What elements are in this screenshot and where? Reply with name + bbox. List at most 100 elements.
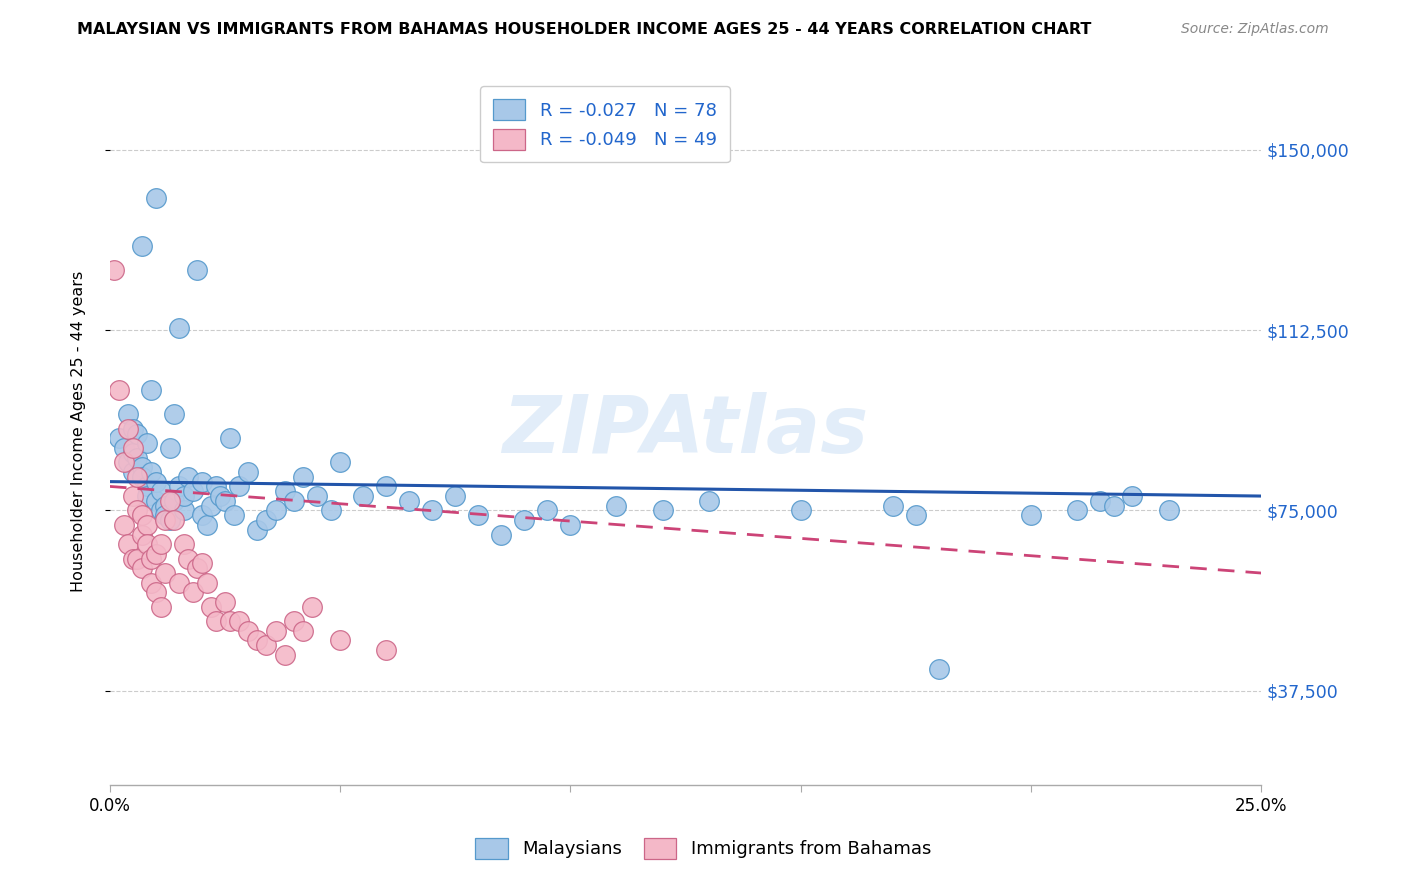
Point (131, 527, 153, 541)
Point (135, 517, 157, 532)
Point (420, 503, 443, 517)
Point (145, 585, 167, 599)
Point (122, 489, 145, 503)
Point (191, 557, 214, 571)
Point (135, 537, 157, 551)
Point (195, 517, 218, 532)
Point (697, 494, 720, 508)
Point (329, 455, 352, 469)
Y-axis label: Householder Income Ages 25 - 44 years: Householder Income Ages 25 - 44 years (72, 270, 86, 591)
Point (117, 537, 139, 551)
Point (108, 431, 131, 445)
Point (200, 599, 222, 614)
Point (167, 575, 190, 590)
Point (254, 638, 277, 652)
Point (904, 508, 927, 523)
Point (191, 508, 214, 523)
Point (149, 503, 172, 517)
Point (149, 537, 172, 551)
Point (177, 551, 200, 566)
Point (173, 537, 195, 551)
Point (122, 441, 145, 455)
Text: ZIPAtlas: ZIPAtlas (502, 392, 869, 470)
Point (153, 508, 176, 523)
Point (163, 407, 186, 421)
Point (159, 494, 181, 508)
Point (167, 479, 190, 493)
Point (292, 470, 315, 484)
Point (131, 460, 153, 475)
Point (1019, 508, 1042, 523)
Point (307, 489, 329, 503)
Point (117, 422, 139, 436)
Point (131, 470, 153, 484)
Point (200, 499, 222, 513)
Point (560, 517, 582, 532)
Point (149, 484, 172, 499)
Point (1088, 494, 1111, 508)
Point (112, 441, 135, 455)
Point (122, 422, 145, 436)
Point (264, 624, 287, 638)
Point (145, 494, 167, 508)
Point (329, 633, 352, 648)
Point (131, 239, 153, 253)
Point (236, 465, 259, 479)
Point (186, 263, 208, 277)
Point (141, 575, 163, 590)
Point (145, 475, 167, 489)
Point (149, 599, 172, 614)
Point (1066, 503, 1088, 517)
Point (122, 465, 145, 479)
Point (141, 465, 163, 479)
Point (218, 614, 240, 628)
Point (283, 614, 305, 628)
Point (264, 503, 287, 517)
Point (127, 450, 149, 465)
Point (135, 479, 157, 493)
Point (214, 494, 236, 508)
Point (141, 551, 163, 566)
Point (789, 503, 811, 517)
Point (444, 489, 467, 503)
Point (301, 599, 323, 614)
Point (491, 527, 513, 541)
Point (195, 575, 218, 590)
Legend: Malaysians, Immigrants from Bahamas: Malaysians, Immigrants from Bahamas (464, 827, 942, 870)
Point (1159, 503, 1181, 517)
Point (375, 643, 398, 657)
Point (153, 513, 176, 527)
Point (246, 523, 269, 537)
Point (228, 614, 250, 628)
Point (131, 561, 153, 575)
Point (513, 513, 536, 527)
Point (159, 513, 181, 527)
Point (167, 320, 190, 334)
Point (186, 561, 208, 575)
Point (145, 547, 167, 561)
Point (153, 566, 176, 580)
Point (375, 479, 398, 493)
Point (163, 494, 186, 508)
Point (204, 614, 226, 628)
Point (224, 508, 246, 523)
Point (135, 489, 157, 503)
Point (177, 470, 200, 484)
Point (1102, 499, 1125, 513)
Point (274, 648, 297, 662)
Point (283, 494, 305, 508)
Point (117, 455, 139, 469)
Point (536, 503, 558, 517)
Point (214, 595, 236, 609)
Point (605, 499, 627, 513)
Point (209, 489, 232, 503)
Point (127, 551, 149, 566)
Text: Source: ZipAtlas.com: Source: ZipAtlas.com (1181, 22, 1329, 37)
Point (108, 383, 131, 397)
Point (127, 470, 149, 484)
Point (191, 475, 214, 489)
Point (159, 441, 181, 455)
Point (181, 484, 204, 499)
Point (398, 494, 420, 508)
Point (103, 263, 125, 277)
